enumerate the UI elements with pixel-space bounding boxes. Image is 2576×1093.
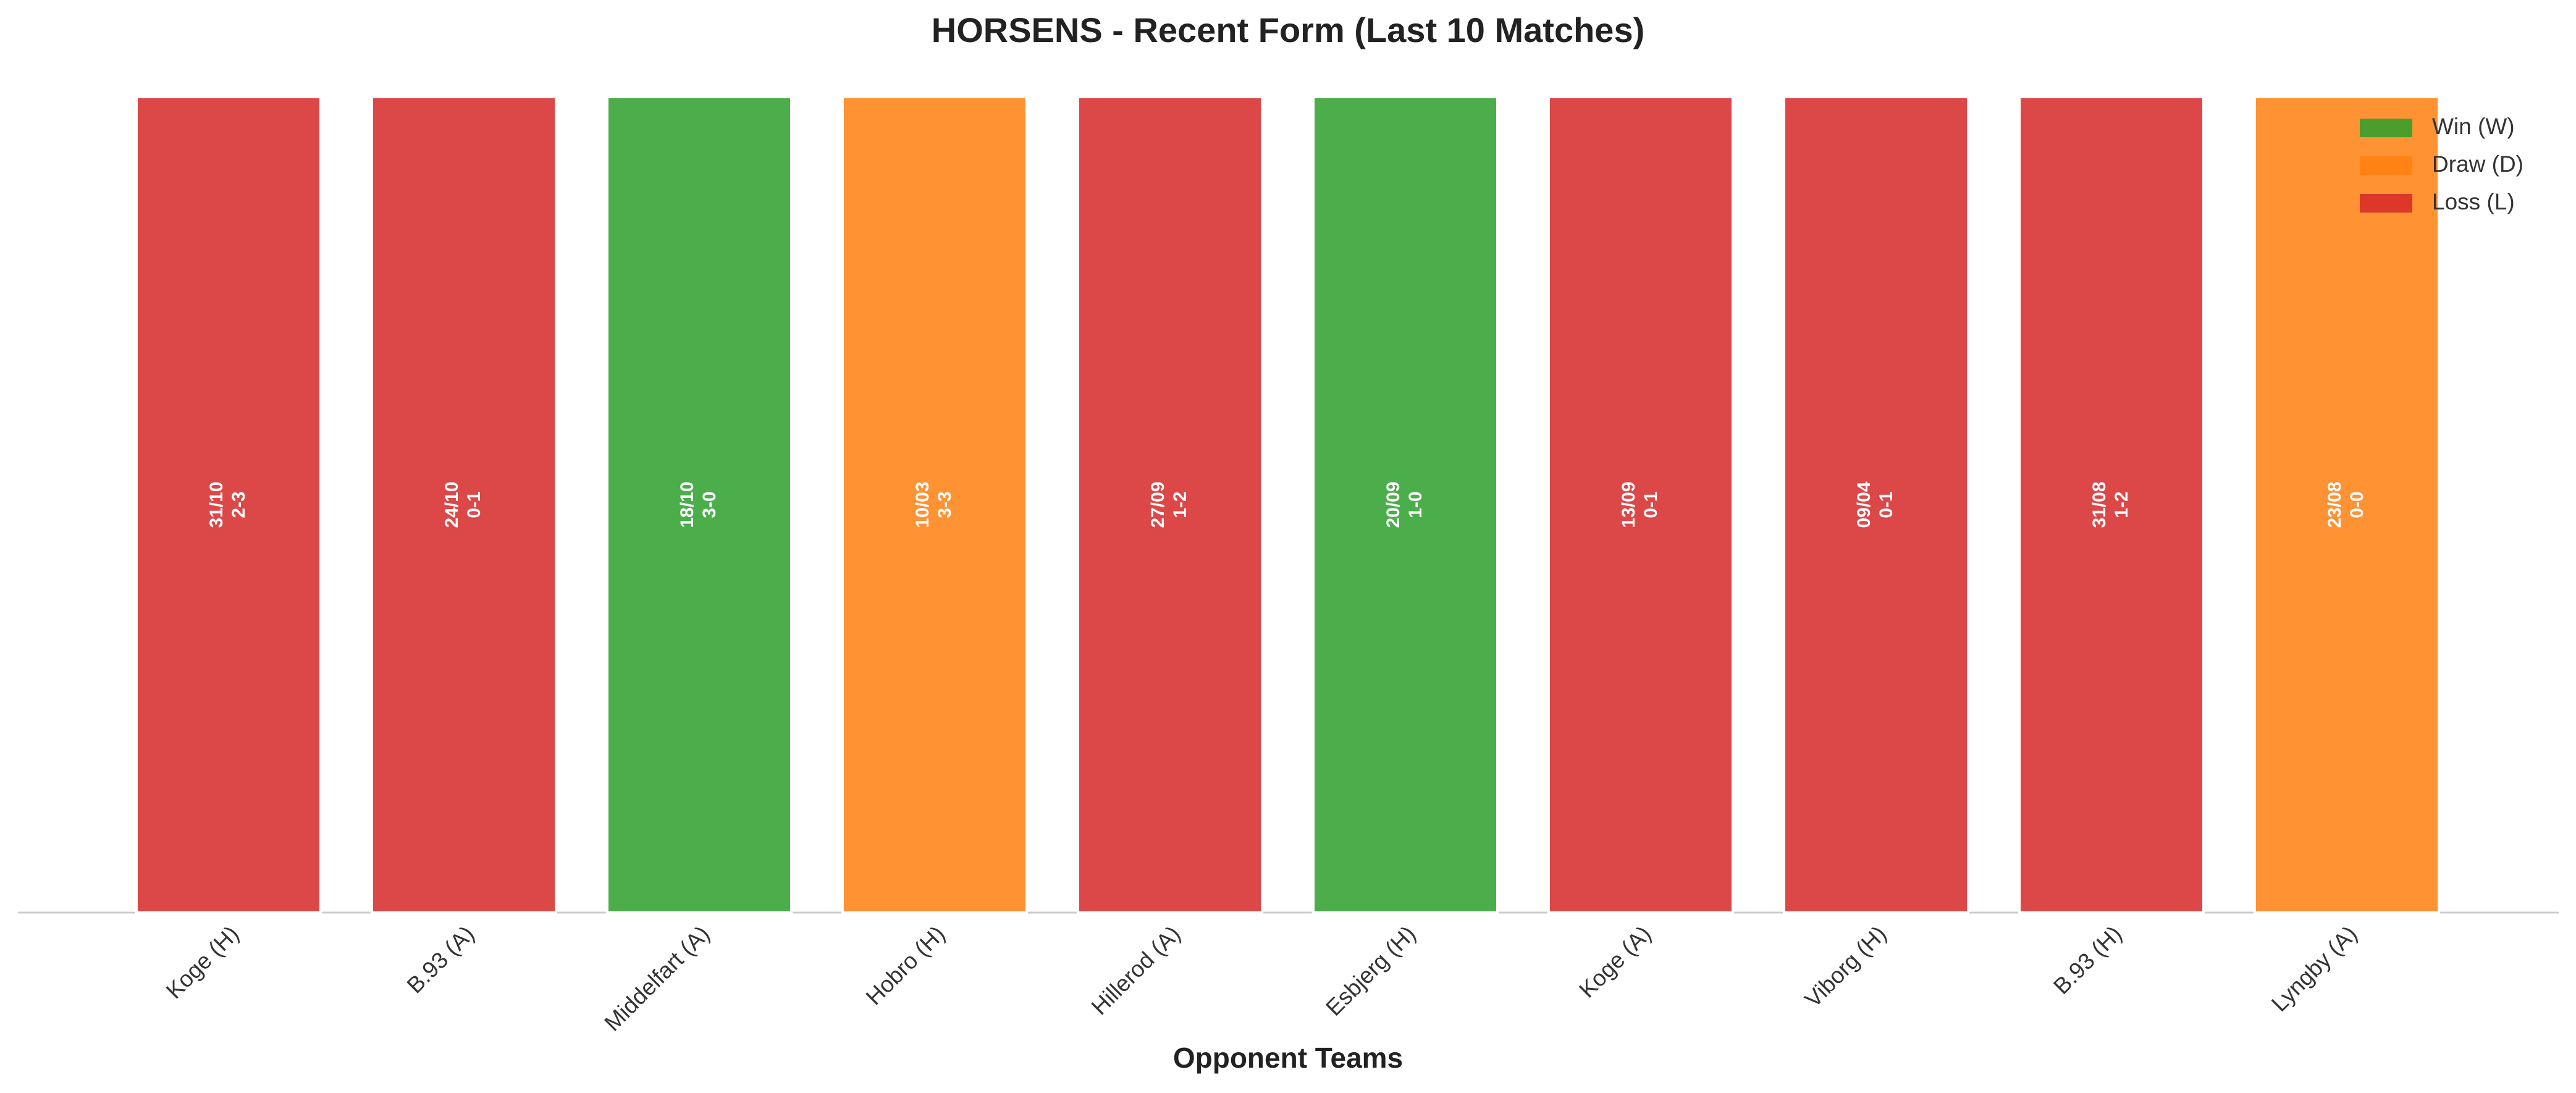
x-tick-label: Hobro (H) <box>861 921 950 1010</box>
x-tick-label: Hillerod (A) <box>1087 921 1185 1020</box>
bar-date-label: 09/04 <box>1854 481 1874 528</box>
x-tick-label: Middelfart (A) <box>600 921 715 1036</box>
x-tick-label: Esbjerg (H) <box>1321 921 1420 1021</box>
legend-label: Draw (D) <box>2432 151 2523 177</box>
bar-date-label: 10/03 <box>912 481 933 528</box>
bar-score-label: 1-0 <box>1405 491 1426 518</box>
legend-label: Win (W) <box>2432 114 2515 139</box>
bar-date-label: 18/10 <box>677 481 697 528</box>
bar-score-label: 0-0 <box>2347 491 2367 518</box>
bar <box>1077 96 1263 914</box>
bar-score-label: 1-2 <box>2111 491 2132 518</box>
bar-date-label: 24/10 <box>442 481 462 528</box>
bar <box>1547 96 1734 914</box>
bar-date-label: 13/09 <box>1618 481 1639 528</box>
legend-swatch <box>2360 156 2412 175</box>
bar-date-label: 20/09 <box>1383 481 1404 528</box>
bar <box>606 96 793 914</box>
bar-score-label: 2-3 <box>229 491 249 518</box>
bar-score-label: 1-2 <box>1170 491 1190 518</box>
x-tick-label: Koge (H) <box>161 921 244 1004</box>
legend-label: Loss (L) <box>2432 189 2515 214</box>
bar-date-label: 31/10 <box>206 481 227 528</box>
bar-score-label: 3-3 <box>935 491 955 518</box>
bar <box>135 96 322 914</box>
bar <box>371 96 557 914</box>
bar-date-label: 27/09 <box>1148 481 1168 528</box>
legend-swatch <box>2360 119 2412 137</box>
chart-title: HORSENS - Recent Form (Last 10 Matches) <box>932 11 1644 49</box>
bar-date-label: 31/08 <box>2089 481 2110 528</box>
bar-date-label: 23/08 <box>2325 481 2345 528</box>
x-axis-label: Opponent Teams <box>1173 1042 1403 1074</box>
bar <box>1312 96 1499 914</box>
bar <box>841 96 1028 914</box>
bar-score-label: 0-1 <box>464 491 484 518</box>
legend-swatch <box>2360 194 2412 213</box>
x-tick-label: B.93 (A) <box>402 921 479 998</box>
bar <box>2254 96 2440 914</box>
x-tick-label: Lyngby (A) <box>2267 921 2362 1017</box>
x-tick-label: B.93 (H) <box>2048 921 2126 999</box>
bar-score-label: 0-1 <box>1876 491 1896 518</box>
bar <box>2018 96 2205 914</box>
x-tick-label: Viborg (H) <box>1800 921 1892 1013</box>
bar-score-label: 0-1 <box>1641 491 1661 518</box>
x-tick-label: Koge (A) <box>1574 921 1656 1003</box>
bar <box>1783 96 1969 914</box>
bar-score-label: 3-0 <box>699 491 720 518</box>
